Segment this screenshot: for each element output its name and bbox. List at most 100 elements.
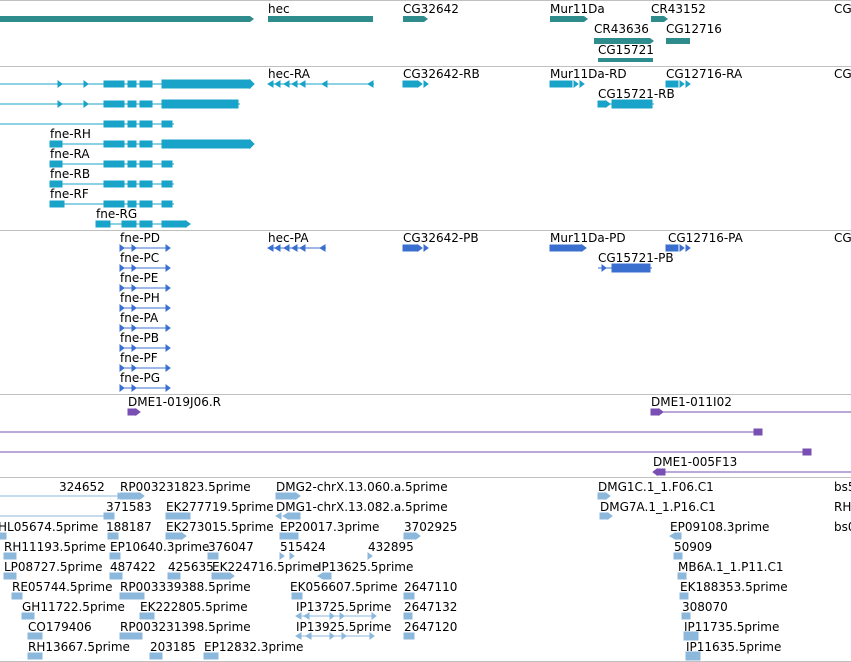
- transcript-label-mur11da-rd[interactable]: Mur11Da-RD: [550, 67, 627, 81]
- est-label[interactable]: EK224716.5prime: [212, 560, 320, 574]
- gene-glyph: [0, 16, 690, 62]
- est-label[interactable]: IP13725.5prime: [296, 600, 392, 614]
- est-label[interactable]: RE05744.5prime: [12, 580, 113, 594]
- est-label[interactable]: EP20017.3prime: [280, 520, 380, 534]
- gene-label-mur11da[interactable]: Mur11Da: [550, 2, 605, 16]
- est-label[interactable]: 324652: [59, 480, 105, 494]
- est-label[interactable]: RP003339388.5prime: [120, 580, 251, 594]
- gene-label-hec[interactable]: hec: [268, 2, 290, 16]
- est-label[interactable]: RH11193.5prime: [4, 540, 106, 554]
- est-label[interactable]: 371583: [106, 500, 152, 514]
- est-label[interactable]: CO179406: [28, 620, 92, 634]
- est-label[interactable]: RH: [834, 500, 851, 514]
- transcript-glyph-fne-rf: [49, 200, 174, 208]
- est-label[interactable]: HL05674.5prime: [0, 520, 99, 534]
- est-label[interactable]: 2647132: [404, 600, 458, 614]
- transcript-label-fne-rg[interactable]: fne-RG: [96, 207, 138, 221]
- gene-label-cg32642[interactable]: CG32642: [403, 2, 459, 16]
- est-label[interactable]: 308070: [682, 600, 728, 614]
- est-label[interactable]: bs0: [834, 520, 851, 534]
- est-label[interactable]: 203185: [150, 640, 196, 654]
- transcript-label-fne-rb[interactable]: fne-RB: [50, 167, 91, 181]
- est-label[interactable]: LP08727.5prime: [4, 560, 103, 574]
- transcript-label-cg12716-ra[interactable]: CG12716-RA: [666, 67, 743, 81]
- est-label[interactable]: EP12832.3prime: [204, 640, 304, 654]
- est-label[interactable]: EK273015.5prime: [166, 520, 274, 534]
- protein-label-fne-pf[interactable]: fne-PF: [120, 351, 158, 365]
- protein-glyph-fne-stack: [119, 244, 171, 392]
- transcript-label-fne-rf[interactable]: fne-RF: [50, 187, 89, 201]
- est-label[interactable]: 515424: [280, 540, 326, 554]
- gene-track: hec CG32642 Mur11Da CR43152 CG CR43636 C…: [0, 0, 851, 62]
- track-separator: [0, 477, 851, 478]
- clone-glyph-019j06: [127, 408, 137, 416]
- transcript-label-fne-ra[interactable]: fne-RA: [50, 147, 90, 161]
- est-label[interactable]: DMG7A.1_1.P16.C1: [600, 500, 716, 514]
- est-label[interactable]: EP09108.3prime: [670, 520, 770, 534]
- est-label[interactable]: GH11722.5prime: [22, 600, 125, 614]
- est-label[interactable]: 3702925: [404, 520, 458, 534]
- est-label[interactable]: 188187: [106, 520, 152, 534]
- gene-label-cg12716[interactable]: CG12716: [666, 22, 722, 36]
- est-label[interactable]: DMG1-chrX.13.082.a.5prime: [276, 500, 448, 514]
- protein-label-cg15721-pb[interactable]: CG15721-PB: [598, 251, 674, 265]
- est-label[interactable]: 487422: [110, 560, 156, 574]
- protein-label-fne-pa[interactable]: fne-PA: [120, 311, 159, 325]
- protein-label-cg12716-pa[interactable]: CG12716-PA: [668, 231, 743, 245]
- gene-label-cr43152[interactable]: CR43152: [651, 2, 706, 16]
- protein-label-hec-pa[interactable]: hec-PA: [268, 231, 309, 245]
- est-label[interactable]: EK056607.5prime: [290, 580, 398, 594]
- clone-label-005f13[interactable]: DME1-005F13: [653, 455, 738, 469]
- transcript-label-fne-rh[interactable]: fne-RH: [50, 127, 91, 141]
- est-label[interactable]: IP13925.5prime: [296, 620, 392, 634]
- protein-label-fne-pe[interactable]: fne-PE: [120, 271, 159, 285]
- protein-label-fne-pc[interactable]: fne-PC: [120, 251, 160, 265]
- est-label[interactable]: 432895: [368, 540, 414, 554]
- protein-label-mur11da-pd[interactable]: Mur11Da-PD: [550, 231, 626, 245]
- track-separator: [0, 0, 851, 1]
- transcript-label-cg32642-rb[interactable]: CG32642-RB: [403, 67, 480, 81]
- transcript-label-cg-truncated[interactable]: CG: [834, 67, 851, 81]
- est-label[interactable]: RP003231398.5prime: [120, 620, 251, 634]
- est-label[interactable]: DMG2-chrX.13.060.a.5prime: [276, 480, 448, 494]
- est-label[interactable]: IP13625.5prime: [318, 560, 414, 574]
- transcript-label-hec-ra[interactable]: hec-RA: [268, 67, 310, 81]
- protein-label-cg32642-pb[interactable]: CG32642-PB: [403, 231, 479, 245]
- clone-label-011i02[interactable]: DME1-011I02: [651, 395, 732, 409]
- est-label[interactable]: 50909: [674, 540, 713, 554]
- est-label[interactable]: EK277719.5prime: [166, 500, 274, 514]
- est-label[interactable]: IP11735.5prime: [684, 620, 780, 634]
- protein-glyphs: [119, 244, 691, 392]
- est-label[interactable]: EP10640.3prime: [110, 540, 210, 554]
- est-label[interactable]: EK222805.5prime: [140, 600, 248, 614]
- est-label[interactable]: 425635: [168, 560, 214, 574]
- clone-label-019j06[interactable]: DME1-019J06.R: [128, 395, 222, 409]
- est-label[interactable]: IP11635.5prime: [686, 640, 782, 654]
- est-label[interactable]: RH13667.5prime: [28, 640, 130, 654]
- protein-label-fne-pg[interactable]: fne-PG: [120, 371, 161, 385]
- clone-track: DME1-019J06.R DME1-011I02 DME1-005F13: [0, 395, 851, 477]
- protein-label-fne-ph[interactable]: fne-PH: [120, 291, 160, 305]
- gene-label-cg-truncated[interactable]: CG: [834, 2, 851, 16]
- gene-glyph-mur11da: [550, 16, 584, 22]
- est-label[interactable]: 376047: [208, 540, 254, 554]
- protein-label-fne-pb[interactable]: fne-PB: [120, 331, 160, 345]
- gene-glyph-cg15721: [598, 58, 653, 62]
- gene-label-cr43636[interactable]: CR43636: [594, 22, 649, 36]
- gene-glyph-fne: [0, 16, 250, 22]
- est-label[interactable]: RP003231823.5prime: [120, 480, 251, 494]
- gene-label-cg15721[interactable]: CG15721: [598, 43, 654, 57]
- protein-label-cg-truncated[interactable]: CG: [834, 231, 851, 245]
- est-label[interactable]: bs5: [834, 480, 851, 494]
- transcript-label-cg15721-rb[interactable]: CG15721-RB: [598, 87, 675, 101]
- est-label[interactable]: 2647110: [404, 580, 458, 594]
- est-label[interactable]: 2647120: [404, 620, 458, 634]
- est-label[interactable]: EK188353.5prime: [680, 580, 788, 594]
- protein-label-fne-pd[interactable]: fne-PD: [120, 231, 161, 245]
- est-label[interactable]: DMG1C.1_1.F06.C1: [598, 480, 714, 494]
- track-separator: [0, 230, 851, 231]
- est-label[interactable]: MB6A.1_1.P11.C1: [678, 560, 784, 574]
- protein-glyph-mur11da-pd: [549, 244, 587, 252]
- transcript-glyph-cg15721-rb: [597, 99, 654, 109]
